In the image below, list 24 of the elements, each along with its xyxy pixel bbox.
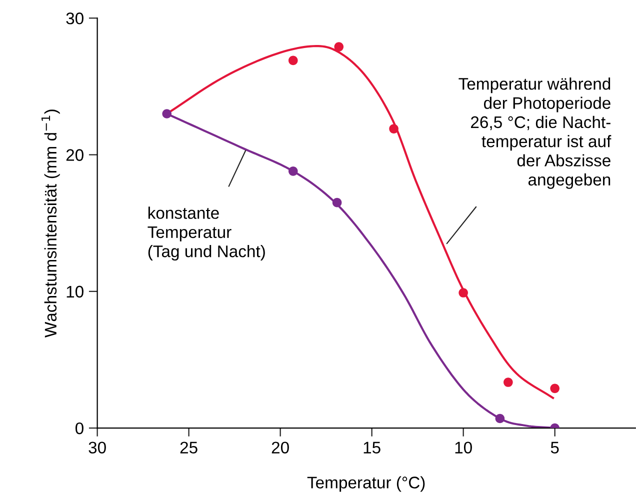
x-tick-label: 5: [550, 442, 559, 454]
point: [288, 166, 298, 176]
x-tick-label: 15: [364, 442, 380, 454]
y-tick-label: 20: [66, 149, 84, 161]
point: [332, 198, 342, 208]
y-tick-label: 10: [66, 286, 84, 298]
point: [288, 56, 298, 66]
x-axis-title: Temperatur (°C): [307, 476, 425, 492]
point: [550, 384, 560, 394]
annotation: konstante Temperatur (Tag und Nacht): [148, 206, 265, 261]
x-tick-label: 20: [272, 442, 289, 454]
point: [162, 109, 172, 118]
point: [458, 288, 468, 298]
point: [389, 124, 398, 134]
y-axis-title: Wachstumsintensität (mm d$^{−1}$): [42, 110, 60, 338]
x-tick-label: 25: [180, 442, 198, 454]
point: [504, 378, 513, 387]
point: [495, 414, 505, 424]
y-tick-label: 30: [66, 12, 84, 24]
x-tick-label: 30: [88, 442, 106, 454]
annotation: Temperatur während der Photoperiode 26,5 °C; die Nacht- temperatur ist auf der Abszisse angegeben: [458, 78, 612, 189]
point: [334, 42, 344, 52]
x-tick-label: 10: [455, 442, 472, 454]
y-tick-label: 0: [75, 422, 84, 434]
